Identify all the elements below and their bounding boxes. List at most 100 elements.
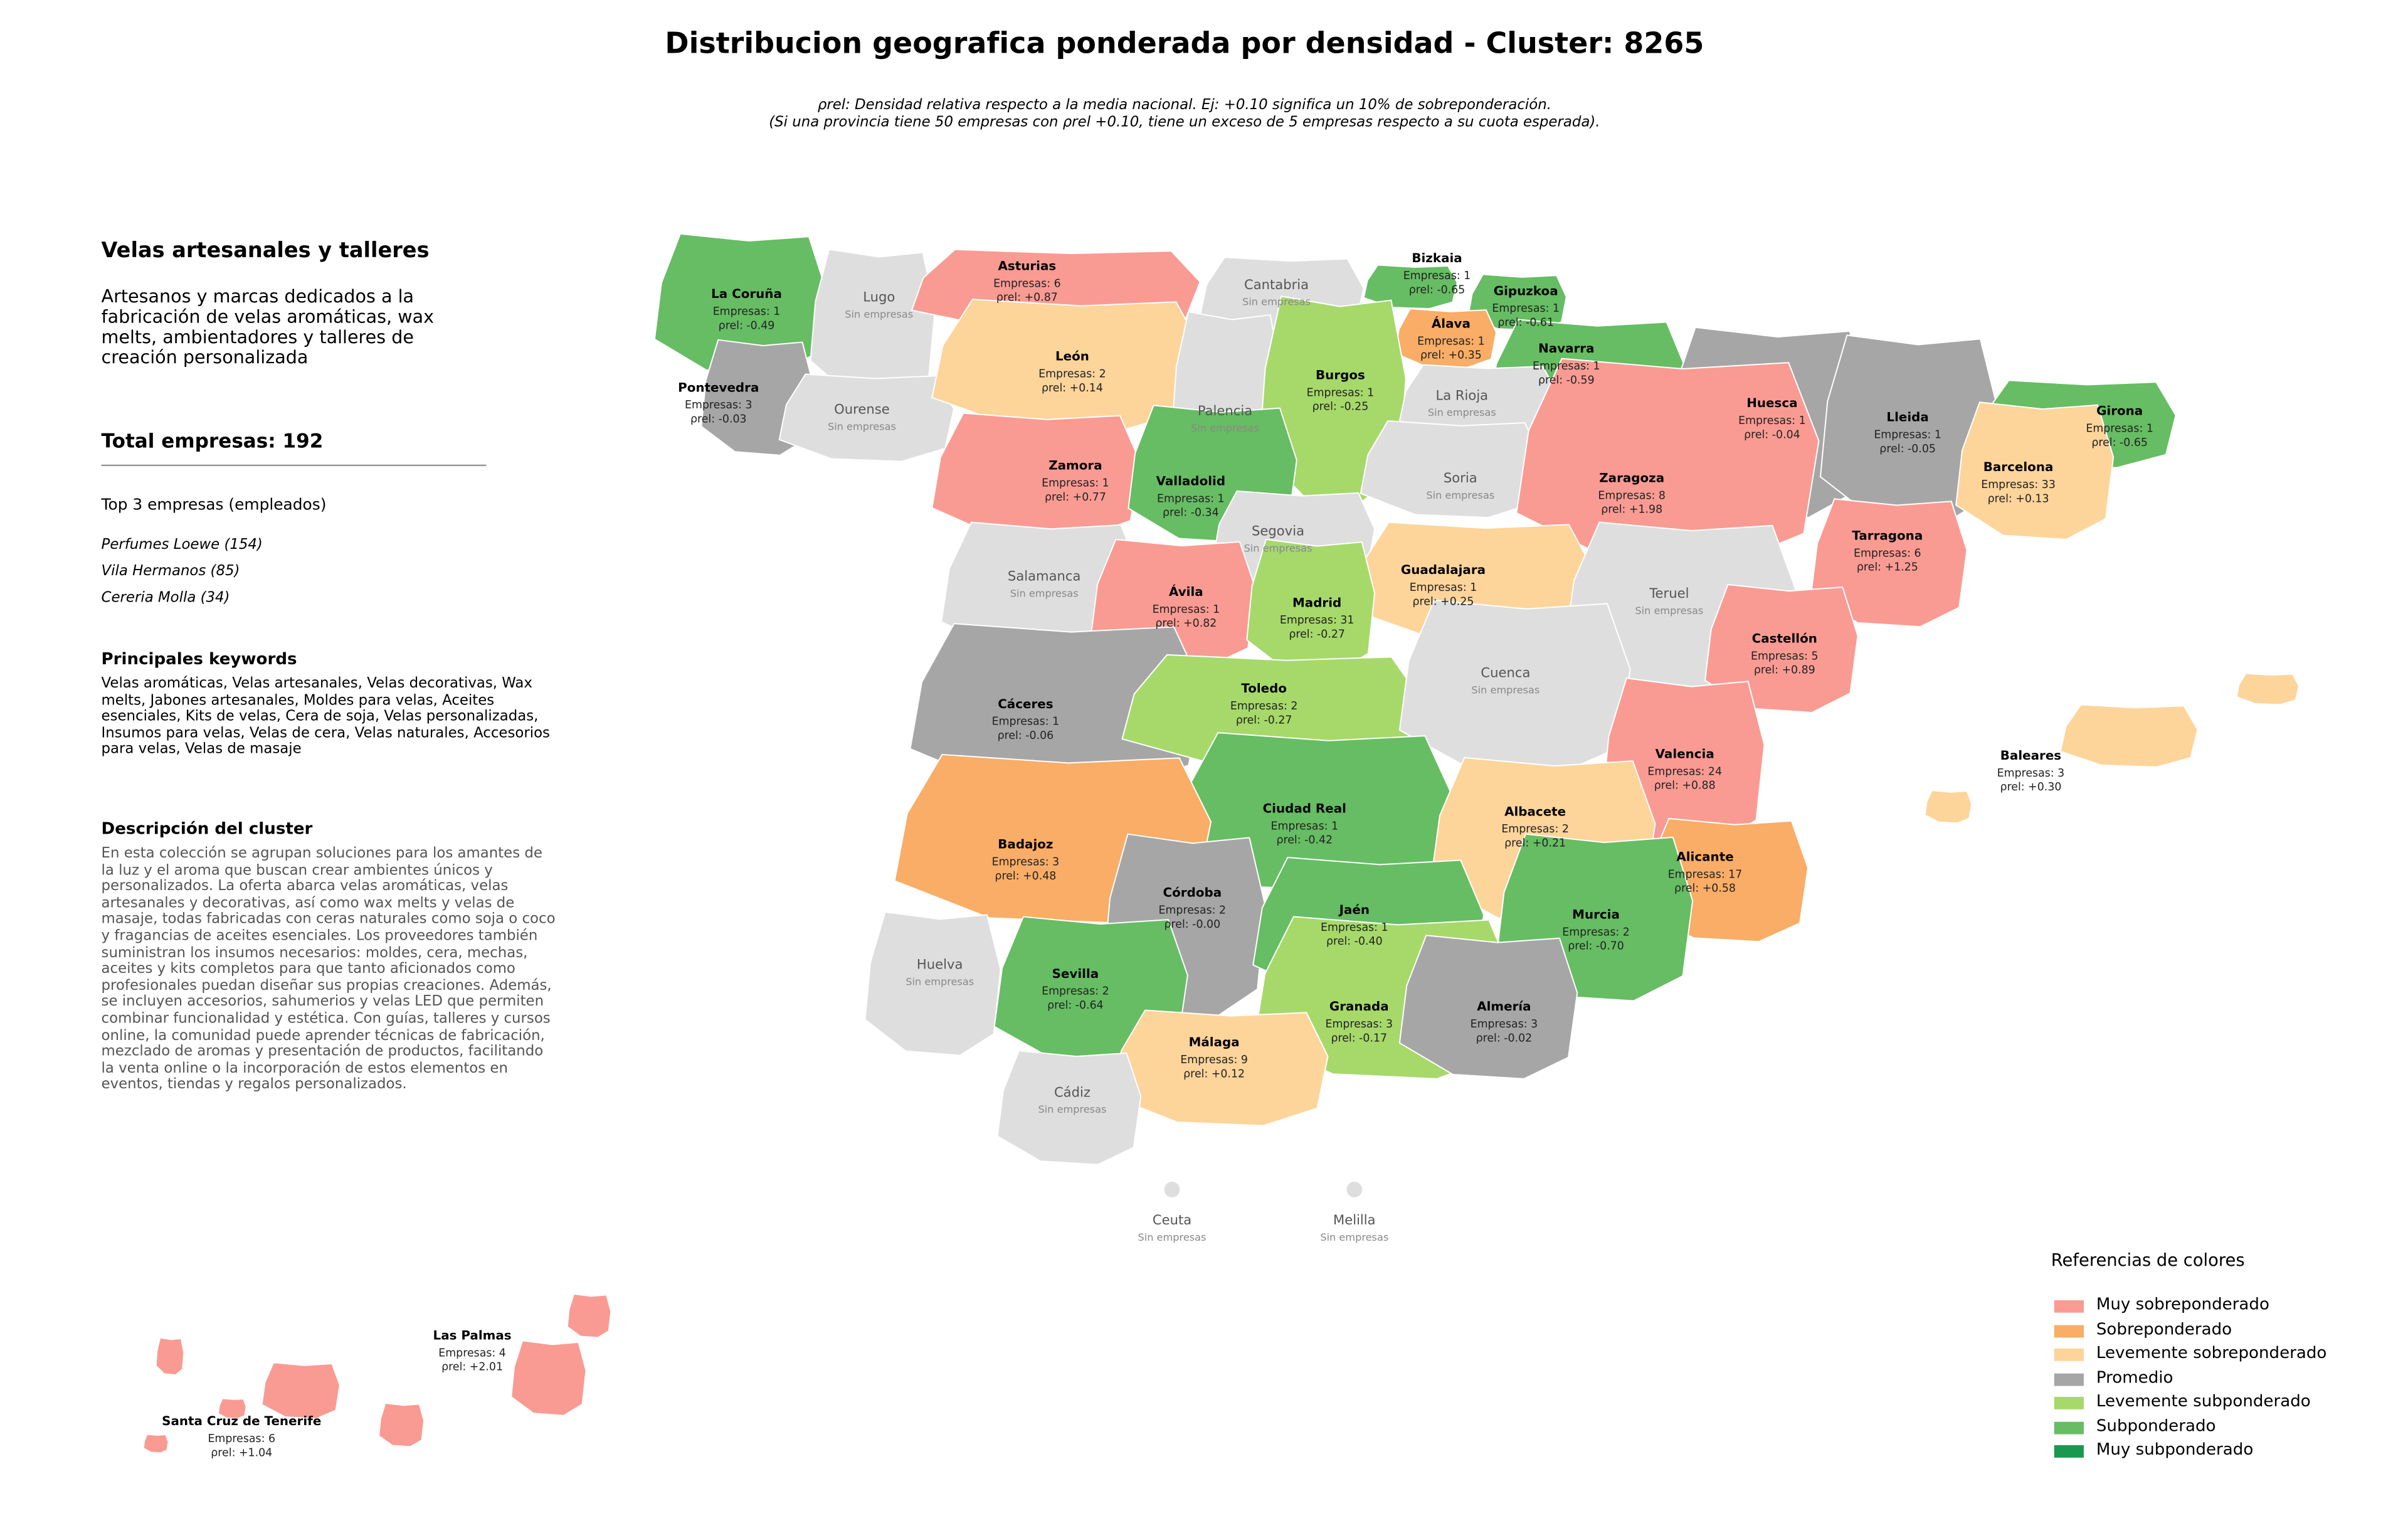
province-name: Sevilla <box>1052 967 1099 981</box>
province-shape <box>378 1402 425 1448</box>
province-stat: Empresas: 1 <box>1321 921 1388 934</box>
province-stat: ρrel: -0.59 <box>1538 374 1595 386</box>
province-name: Salamanca <box>1008 568 1081 584</box>
province-stat: Empresas: 1 <box>1157 492 1225 505</box>
legend-label: Levemente sobreponderado <box>2096 1344 2327 1363</box>
province-stat: ρrel: +1.04 <box>211 1446 272 1459</box>
province-stat: Empresas: 1 <box>1153 603 1220 616</box>
province-shape <box>2236 672 2300 706</box>
province-stat: Sin empresas <box>1242 296 1311 308</box>
legend-swatch <box>2054 1372 2084 1386</box>
province-name: Cádiz <box>1054 1084 1090 1100</box>
top-company: Vila Hermanos (85) <box>101 563 240 580</box>
legend-label: Levemente subponderado <box>2096 1392 2311 1411</box>
province-stat: ρrel: -0.40 <box>1326 935 1383 948</box>
legend-label: Muy sobreponderado <box>2096 1295 2269 1315</box>
province-name: Álava <box>1432 316 1471 331</box>
province-stat: Empresas: 3 <box>1325 1018 1393 1031</box>
province <box>931 412 1142 540</box>
province-shape <box>1955 401 2115 540</box>
province-shape <box>1398 599 1631 774</box>
province-stat: Empresas: 5 <box>1751 650 1819 662</box>
legend-title: Referencias de colores <box>2051 1250 2245 1271</box>
province-shape <box>864 911 1001 1056</box>
province-name: Murcia <box>1572 907 1620 921</box>
province-name: Huelva <box>917 956 963 972</box>
province-name: La Coruña <box>711 287 782 301</box>
top-company: Perfumes Loewe (154) <box>101 536 263 554</box>
province-shape <box>778 373 955 462</box>
province-name: León <box>1055 349 1089 364</box>
top-company: Cereria Molla (34) <box>101 589 230 607</box>
province-stat: ρrel: +0.13 <box>1988 492 2049 505</box>
province-name: Jaén <box>1338 903 1370 917</box>
province-name: Huesca <box>1746 396 1797 410</box>
province-name: Navarra <box>1538 341 1594 356</box>
province-stat: ρrel: -0.17 <box>1331 1032 1387 1044</box>
province-stat: Empresas: 1 <box>1403 270 1471 282</box>
province <box>1955 401 2115 540</box>
province-stat: ρrel: -0.02 <box>1476 1032 1533 1044</box>
province-name: Barcelona <box>1983 460 2054 474</box>
province-name: Girona <box>2096 404 2143 418</box>
province-stat: Sin empresas <box>1635 605 1703 617</box>
province-stat: Empresas: 1 <box>1270 820 1338 832</box>
province-shape <box>1360 420 1544 519</box>
legend-swatch <box>2054 1300 2084 1313</box>
province-name: Alicante <box>1676 849 1733 864</box>
legend-swatch <box>2054 1348 2084 1361</box>
province-stat: Sin empresas <box>906 975 974 987</box>
province-stat: Empresas: 1 <box>992 716 1060 728</box>
province-name: Cantabria <box>1244 277 1309 292</box>
legend-swatch <box>2054 1396 2084 1409</box>
province <box>1346 1181 1363 1197</box>
province-stat: ρrel: +2.01 <box>441 1361 503 1374</box>
province-name: Valencia <box>1656 746 1714 761</box>
province-name: Cáceres <box>998 697 1053 711</box>
province-name: Castellón <box>1752 632 1817 646</box>
province-stat: Empresas: 2 <box>1038 368 1106 380</box>
description-title: Descripción del cluster <box>101 820 313 839</box>
province-stat: ρrel: -0.34 <box>1163 507 1219 519</box>
province-stat: Empresas: 6 <box>1854 547 1921 560</box>
province-shape <box>261 1362 341 1419</box>
province-stat: ρrel: +0.35 <box>1420 349 1482 362</box>
province-stat: Empresas: 2 <box>1230 700 1298 713</box>
province-stat: ρrel: -0.49 <box>719 319 775 332</box>
province-name: Cuenca <box>1481 665 1530 681</box>
province-stat: Sin empresas <box>1191 422 1259 434</box>
province-stat: ρrel: +0.58 <box>1674 883 1736 895</box>
province <box>1363 264 1458 310</box>
province-stat: Empresas: 2 <box>1159 904 1227 916</box>
province-shape <box>2059 704 2199 768</box>
province-name: Ourense <box>834 401 890 417</box>
province-stat: ρrel: -0.04 <box>1744 428 1800 441</box>
legend-label: Sobreponderado <box>2096 1319 2232 1339</box>
legend-swatch <box>2054 1421 2084 1434</box>
province-name: Palencia <box>1198 403 1252 418</box>
province-name: Segovia <box>1252 523 1304 539</box>
province-shape <box>931 412 1142 540</box>
province-stat: ρrel: +0.21 <box>1504 837 1566 850</box>
divider <box>101 464 487 467</box>
province <box>1360 420 1544 519</box>
title: Distribucion geografica ponderada por de… <box>665 28 1704 61</box>
province-stat: ρrel: -0.61 <box>1497 316 1554 329</box>
province-stat: Empresas: 1 <box>1533 360 1600 373</box>
province-name: Toledo <box>1241 681 1287 696</box>
province <box>996 1050 1142 1165</box>
province-shape <box>155 1337 185 1376</box>
province-shape <box>1924 790 1973 824</box>
province-stat: ρrel: -0.65 <box>1409 284 1465 296</box>
province-stat: Empresas: 1 <box>2086 422 2153 435</box>
province <box>1810 498 1968 628</box>
province-shape <box>996 1050 1142 1165</box>
province <box>510 1293 612 1416</box>
province-name: Melilla <box>1333 1212 1376 1228</box>
province-stat: Empresas: 1 <box>713 305 781 318</box>
province-name: Badajoz <box>998 837 1053 852</box>
province <box>778 373 955 462</box>
province-name: Valladolid <box>1156 474 1225 488</box>
